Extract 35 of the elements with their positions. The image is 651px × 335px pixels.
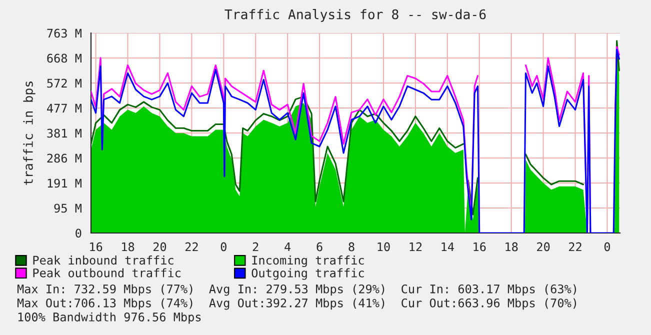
y-tick-label: 0 (76, 228, 82, 238)
x-tick-label: 2 (252, 242, 258, 252)
y-tick-label: 191 M (48, 178, 82, 188)
x-tick-label: 20 (153, 242, 166, 252)
y-tick-label: 572 M (47, 78, 82, 88)
text: Max In: 732.59 Mbps (77%) Avg In: 279.53 Mbps (29%) Cur In: 603.17 Mbps (63%) (17, 284, 576, 296)
x-tick-label: 16 (90, 242, 102, 252)
x-tick-label: 10 (378, 242, 390, 252)
y-tick-label: 286 M (47, 154, 82, 163)
x-tick-label: 12 (410, 242, 422, 252)
chart-title: Traffic Analysis for 8 -- sw-da-6 (224, 9, 486, 22)
x-tick-label: 0 (604, 242, 610, 252)
x-tick-label: 22 (569, 242, 582, 252)
y-tick-label: 381 M (47, 128, 82, 138)
text: Max Out:706.13 Mbps (74%) Avg Out:392.27 Mbps (41%) Cur Out:663.96 Mbps (70%) (17, 298, 576, 310)
x-tick-label: 0 (220, 242, 226, 252)
text: 100% Bandwidth 976.56 Mbps (18, 312, 201, 324)
y-tick-label: 477 M (47, 104, 82, 113)
y-tick-label: 763 M (47, 28, 82, 38)
x-tick-label: 6 (316, 242, 322, 252)
legend-label: Peak inbound traffic (33, 256, 174, 265)
x-tick-label: 4 (284, 242, 291, 252)
legend-label: Incoming traffic (252, 256, 364, 268)
y-tick-label: 668 M (47, 54, 82, 63)
x-tick-label: 8 (348, 242, 354, 252)
y-tick-label: 95 M (54, 204, 82, 213)
x-tick-label: 20 (537, 242, 550, 252)
x-tick-label: 18 (122, 242, 134, 252)
x-tick-label: 14 (442, 242, 454, 252)
x-tick-label: 16 (474, 242, 486, 252)
x-tick-label: 18 (506, 242, 518, 252)
legend-label: Outgoing traffic (252, 268, 364, 280)
y-axis-title: traffic in bps (23, 82, 36, 185)
legend-label: Peak outbound traffic (33, 268, 180, 278)
x-tick-label: 22 (185, 242, 198, 252)
